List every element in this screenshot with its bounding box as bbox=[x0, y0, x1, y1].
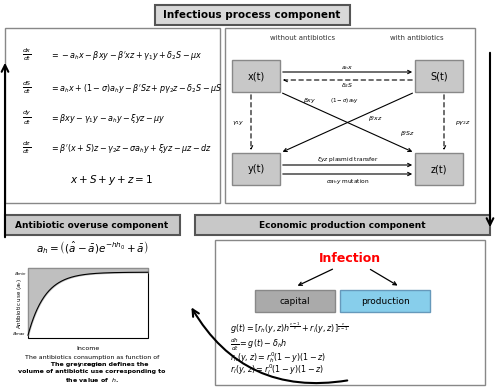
Text: $= -a_h x - \beta xy - \beta' xz + \gamma_1 y + \delta_2 S - \mu x$: $= -a_h x - \beta xy - \beta' xz + \gamm… bbox=[50, 49, 202, 62]
Text: income.: income. bbox=[78, 362, 106, 367]
Text: production: production bbox=[360, 296, 410, 305]
Text: $p\gamma_2 z$: $p\gamma_2 z$ bbox=[455, 118, 471, 127]
Text: $\frac{dz}{dt}$: $\frac{dz}{dt}$ bbox=[22, 140, 32, 156]
Text: $\frac{dx}{dt}$: $\frac{dx}{dt}$ bbox=[22, 47, 32, 64]
Text: $g(t) = [r_h(y,z)h^{\frac{\varepsilon-1}{\varepsilon}} + r_l(y,z)]^{\frac{\varep: $g(t) = [r_h(y,z)h^{\frac{\varepsilon-1}… bbox=[230, 320, 348, 336]
Text: $\gamma_1 y$: $\gamma_1 y$ bbox=[232, 118, 244, 127]
Text: Antibiotic overuse component: Antibiotic overuse component bbox=[16, 221, 169, 229]
Bar bbox=[340, 290, 430, 312]
Text: y(t): y(t) bbox=[248, 164, 264, 174]
Bar bbox=[255, 290, 335, 312]
Text: $\frac{dS}{dt}$: $\frac{dS}{dt}$ bbox=[22, 80, 32, 96]
Text: $x + S + y + z = 1$: $x + S + y + z = 1$ bbox=[70, 173, 154, 187]
Text: $\beta\prime Sz$: $\beta\prime Sz$ bbox=[400, 129, 415, 138]
Text: $r_h(y,z) = r_h^0(1-y)(1-z)$: $r_h(y,z) = r_h^0(1-y)(1-z)$ bbox=[230, 350, 326, 365]
Bar bbox=[155, 5, 350, 25]
Text: Infectious process component: Infectious process component bbox=[164, 10, 340, 20]
Text: $\frac{dh}{dt} = g(t) - \delta_h h$: $\frac{dh}{dt} = g(t) - \delta_h h$ bbox=[230, 337, 287, 353]
Bar bbox=[5, 28, 220, 203]
Bar bbox=[232, 153, 280, 185]
Text: $= a_h x + (1-\sigma)a_h y - \beta' Sz + p\gamma_2 z - \delta_2 S - \mu S$: $= a_h x + (1-\sigma)a_h y - \beta' Sz +… bbox=[50, 82, 222, 94]
Text: the value of  $h$.: the value of $h$. bbox=[65, 376, 119, 384]
Bar bbox=[195, 215, 490, 235]
Text: Economic production component: Economic production component bbox=[258, 221, 426, 229]
Text: $\beta xy$: $\beta xy$ bbox=[304, 96, 316, 105]
Text: Income: Income bbox=[76, 346, 100, 351]
Text: $a_h x$: $a_h x$ bbox=[341, 64, 354, 72]
Text: $= \beta xy - \gamma_1 y - a_h y - \xi yz - \mu y$: $= \beta xy - \gamma_1 y - a_h y - \xi y… bbox=[50, 111, 166, 125]
Bar bbox=[215, 240, 485, 385]
Text: Antibiotic use $(a_h)$: Antibiotic use $(a_h)$ bbox=[16, 278, 24, 328]
Text: $\frac{dy}{dt}$: $\frac{dy}{dt}$ bbox=[22, 109, 32, 127]
Text: $= \beta'(x+S)z - \gamma_2 z - \sigma a_h y + \xi yz - \mu z - dz$: $= \beta'(x+S)z - \gamma_2 z - \sigma a_… bbox=[50, 142, 212, 154]
Text: $\delta_2 S$: $\delta_2 S$ bbox=[341, 82, 354, 91]
Bar bbox=[5, 215, 180, 235]
Text: Infection: Infection bbox=[319, 252, 381, 265]
Text: $\xi yz$ plasmid transfer: $\xi yz$ plasmid transfer bbox=[316, 154, 378, 163]
Bar bbox=[225, 28, 475, 203]
Text: $\beta\prime xz$: $\beta\prime xz$ bbox=[368, 114, 382, 123]
Text: z(t): z(t) bbox=[431, 164, 448, 174]
Text: The antibiotics consumption as function of: The antibiotics consumption as function … bbox=[25, 355, 159, 360]
Bar bbox=[415, 60, 463, 92]
Text: without antibiotics: without antibiotics bbox=[270, 35, 335, 41]
Text: $r_l(y,z) = r_l^0(1-y)(1-z)$: $r_l(y,z) = r_l^0(1-y)(1-z)$ bbox=[230, 363, 324, 377]
Text: $a_h = \left((\hat{a} - \bar{a})e^{-hh_0} + \bar{a}\right)$: $a_h = \left((\hat{a} - \bar{a})e^{-hh_0… bbox=[36, 240, 148, 256]
Bar bbox=[232, 60, 280, 92]
Text: S(t): S(t) bbox=[430, 71, 448, 81]
Text: $a_{min}$: $a_{min}$ bbox=[14, 270, 26, 278]
Text: with antibiotics: with antibiotics bbox=[390, 35, 444, 41]
Text: The grey region defines the: The grey region defines the bbox=[36, 362, 148, 367]
Text: x(t): x(t) bbox=[248, 71, 264, 81]
Text: volume of antibiotic use corresponding to: volume of antibiotic use corresponding t… bbox=[18, 369, 166, 374]
Text: $a_{max}$: $a_{max}$ bbox=[12, 330, 26, 338]
Bar bbox=[415, 153, 463, 185]
Text: $(1-\sigma)a_h y$: $(1-\sigma)a_h y$ bbox=[330, 96, 360, 105]
Text: capital: capital bbox=[280, 296, 310, 305]
Text: $\sigma a_h y$ mutation: $\sigma a_h y$ mutation bbox=[326, 176, 369, 185]
Bar bbox=[28, 268, 148, 338]
